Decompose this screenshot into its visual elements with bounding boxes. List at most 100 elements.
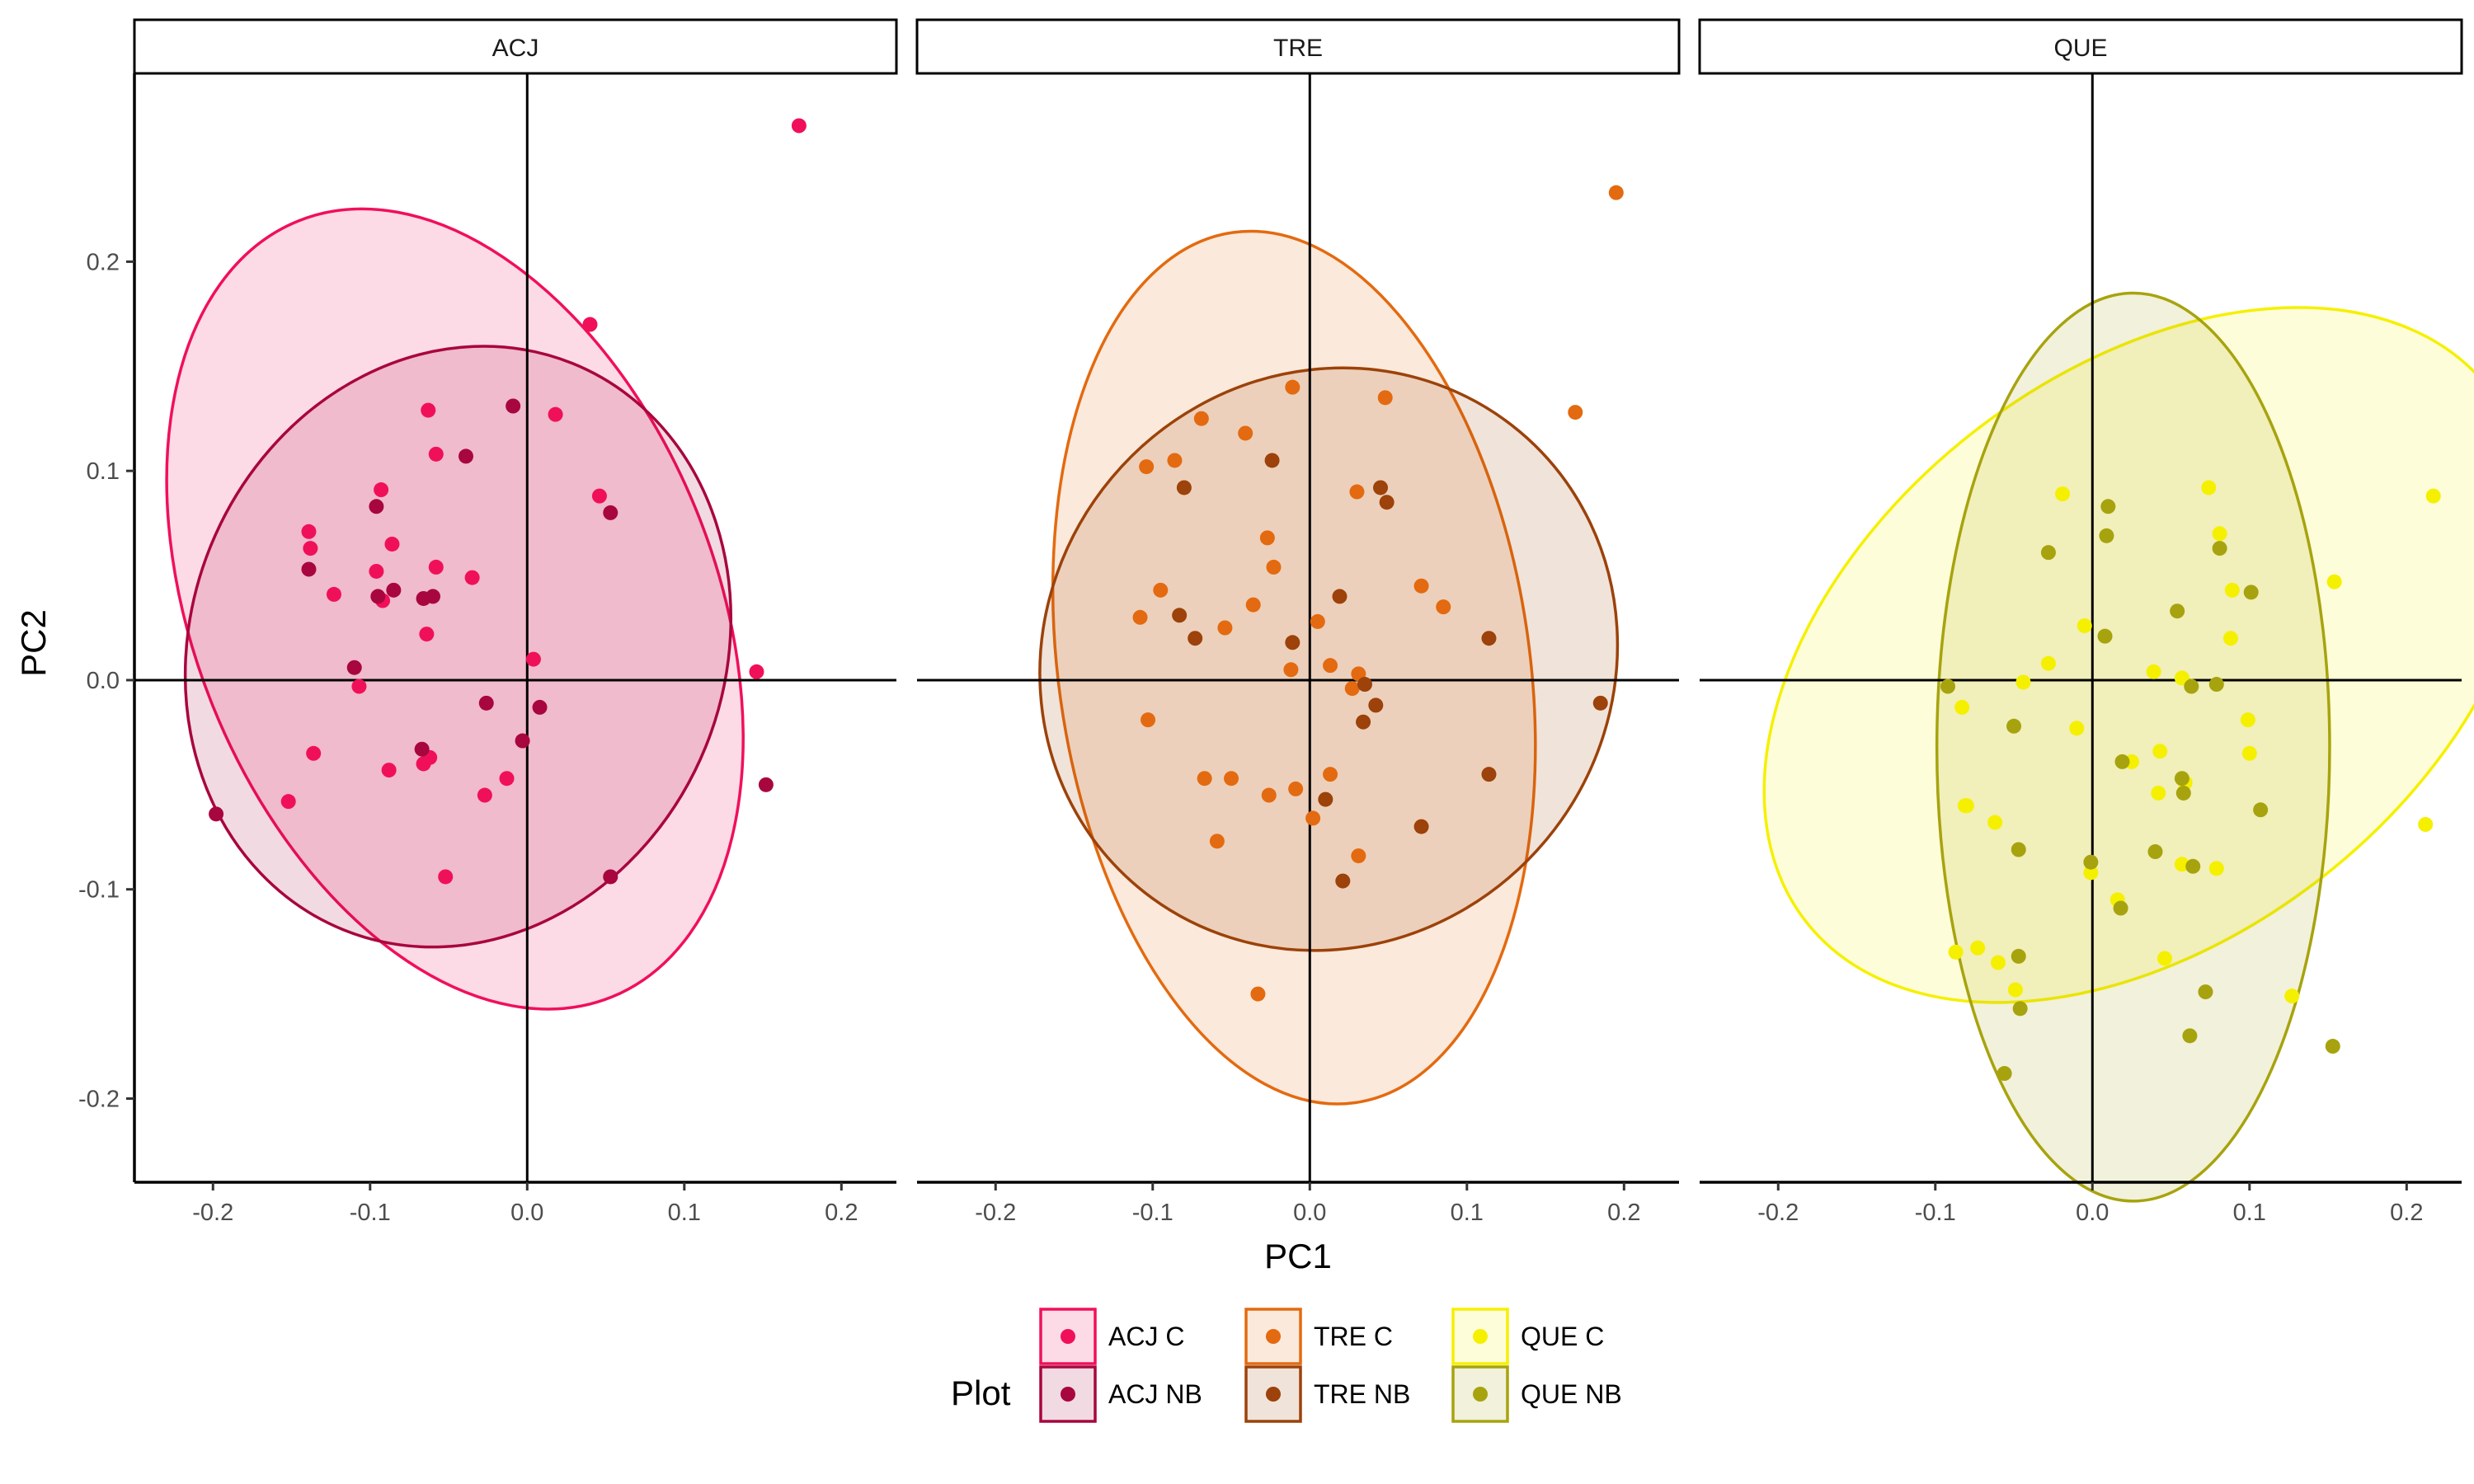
point-que-c xyxy=(2083,865,2099,881)
point-que-c xyxy=(1959,798,1974,814)
legend-label-que-c: QUE C xyxy=(1521,1322,1604,1351)
y-axis-title: PC2 xyxy=(14,609,53,677)
point-acj-nb xyxy=(603,505,618,520)
point-que-nb xyxy=(2184,679,2199,694)
point-que-c xyxy=(2007,982,2023,998)
point-acj-nb xyxy=(346,660,362,675)
point-tre-c xyxy=(1344,681,1360,697)
point-que-c xyxy=(2152,744,2168,759)
point-acj-c xyxy=(464,570,480,585)
point-que-c xyxy=(2157,951,2172,966)
point-acj-c xyxy=(416,756,431,772)
ellipse-que-nb xyxy=(1935,291,2331,1203)
facet-title-tre: TRE xyxy=(1273,35,1323,62)
point-acj-c xyxy=(280,794,296,810)
facet-title-que: QUE xyxy=(2053,35,2107,62)
point-tre-c xyxy=(1283,662,1299,678)
x-tick-label-tre: 0.0 xyxy=(1293,1200,1326,1226)
point-tre-nb xyxy=(1592,695,1608,711)
legend-swatch-acj-nb xyxy=(1061,1387,1075,1402)
point-que-nb xyxy=(2185,858,2201,874)
point-acj-c xyxy=(303,541,318,556)
legend-label-acj-nb: ACJ NB xyxy=(1108,1379,1202,1409)
point-tre-c xyxy=(1209,834,1225,849)
point-acj-nb xyxy=(532,699,548,715)
point-acj-nb xyxy=(386,582,402,598)
point-tre-c xyxy=(1266,559,1282,575)
point-que-nb xyxy=(2113,900,2128,916)
point-que-c xyxy=(2174,857,2189,872)
axes-que: -0.2 -0.1 0.0 0.1 0.2 xyxy=(1700,73,2462,1226)
point-que-c xyxy=(2069,721,2085,736)
point-acj-nb xyxy=(209,806,224,822)
facet-panel-tre: TRE -0.2 -0.1 0.0 0.1 0.2 xyxy=(915,18,1681,1226)
point-acj-c xyxy=(591,488,607,504)
x-tick-label-que: 0.0 xyxy=(2076,1200,2109,1226)
point-que-nb xyxy=(2083,854,2099,870)
x-tick-label-que: 0.1 xyxy=(2233,1200,2266,1226)
point-acj-nb xyxy=(603,869,618,885)
y-axis-ticks: -0.2 -0.1 0.0 0.1 0.2 xyxy=(78,249,134,1112)
x-tick-label-acj: -0.1 xyxy=(350,1200,391,1226)
legend-label-tre-c: TRE C xyxy=(1314,1322,1393,1351)
point-layer-que xyxy=(1940,480,2441,1082)
point-acj-c xyxy=(582,317,598,332)
point-tre-nb xyxy=(1176,480,1192,495)
point-que-c xyxy=(1990,955,2006,970)
point-que-c xyxy=(1948,944,1964,960)
point-que-nb xyxy=(2174,771,2189,787)
point-acj-c xyxy=(791,118,807,134)
point-tre-c xyxy=(1351,848,1366,864)
point-tre-nb xyxy=(1368,697,1384,713)
point-que-c xyxy=(2077,618,2092,633)
point-acj-c xyxy=(428,559,444,575)
point-que-nb xyxy=(2147,844,2163,860)
point-tre-nb xyxy=(1413,819,1429,834)
point-que-c xyxy=(2208,861,2224,876)
legend-title: Plot xyxy=(951,1374,1011,1412)
point-acj-c xyxy=(749,664,764,679)
legend-swatch-que-c xyxy=(1473,1329,1488,1344)
point-tre-c xyxy=(1224,771,1239,787)
point-que-c xyxy=(2284,989,2300,1004)
point-tre-c xyxy=(1167,453,1183,468)
point-acj-c xyxy=(374,482,389,498)
point-acj-nb xyxy=(478,695,494,711)
point-acj-nb xyxy=(506,398,521,414)
point-tre-c xyxy=(1436,599,1451,615)
point-tre-nb xyxy=(1481,767,1497,782)
x-axis-title: PC1 xyxy=(1264,1237,1332,1275)
legend-swatch-tre-c xyxy=(1266,1329,1281,1344)
point-tre-c xyxy=(1245,597,1261,613)
point-tre-nb xyxy=(1264,453,1280,468)
legend-label-tre-nb: TRE NB xyxy=(1314,1379,1410,1409)
point-tre-nb xyxy=(1318,791,1333,807)
point-acj-c xyxy=(438,869,454,885)
point-que-nb xyxy=(2099,528,2114,543)
point-que-c xyxy=(1987,815,2003,830)
point-que-nb xyxy=(2011,948,2026,964)
axes-tre: -0.2 -0.1 0.0 0.1 0.2 xyxy=(917,73,1679,1226)
point-que-c xyxy=(2146,664,2161,679)
point-acj-nb xyxy=(370,589,386,604)
point-tre-nb xyxy=(1379,495,1395,510)
point-tre-c xyxy=(1141,712,1156,728)
point-tre-c xyxy=(1153,582,1169,598)
point-tre-c xyxy=(1305,810,1321,826)
facet-strip-acj xyxy=(133,18,898,75)
point-que-c xyxy=(2418,817,2434,833)
point-que-c xyxy=(2055,486,2071,502)
point-acj-c xyxy=(306,745,322,761)
legend-key-acj-c xyxy=(1039,1308,1097,1365)
point-que-c xyxy=(2212,526,2227,542)
point-que-c xyxy=(2240,712,2255,728)
point-acj-nb xyxy=(758,777,774,792)
point-layer-acj xyxy=(209,118,807,885)
point-tre-c xyxy=(1608,185,1624,200)
point-tre-nb xyxy=(1481,631,1497,646)
y-tick-label: -0.2 xyxy=(78,1086,120,1112)
point-que-nb xyxy=(2097,628,2113,644)
legend-swatch-acj-c xyxy=(1061,1329,1075,1344)
